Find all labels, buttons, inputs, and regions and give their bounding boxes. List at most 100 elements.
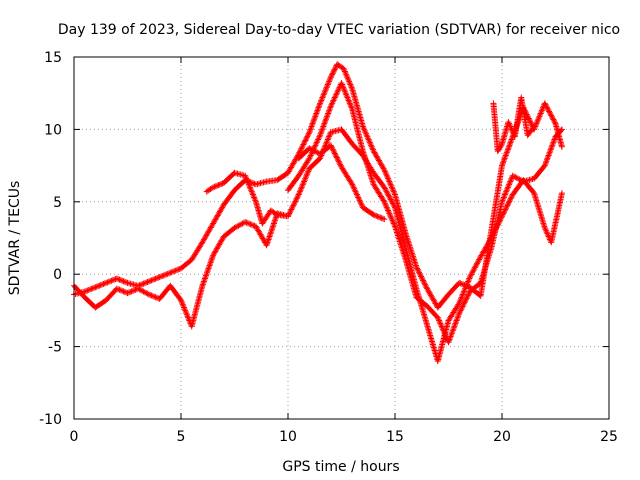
data-point [242,219,258,229]
data-point [552,127,565,140]
axes: 0 5 10 15 20 25 -10 -5 0 5 10 15 [39,50,618,445]
y-tick-label: -10 [39,412,62,428]
data-point [317,75,334,107]
data-point [402,230,419,269]
data-point [370,169,387,190]
y-tick-label: 15 [44,50,62,66]
chart-title: Day 139 of 2023, Sidereal Day-to-day VTE… [58,22,620,38]
data-points [71,61,565,365]
data-point [188,284,206,330]
data-point [524,124,537,139]
data-point [274,170,290,184]
data-point [424,303,440,320]
data-point [338,126,355,146]
data-point [445,301,462,324]
data-point [145,291,162,302]
data-point [499,192,516,220]
data-point [327,142,344,169]
y-tick-label: 10 [44,122,62,138]
y-tick-label: 0 [53,267,62,283]
data-point [370,181,387,204]
x-tick-label: 20 [493,429,511,445]
data-point [381,216,388,223]
data-point [220,170,237,186]
data-point [103,286,119,304]
data-point [558,143,565,150]
data-point [199,221,216,246]
data-point [488,200,505,252]
data-point [338,164,355,187]
data-point [124,286,140,297]
data-point [541,135,558,169]
data-point [167,282,184,303]
data-point [488,164,505,234]
data-point [210,203,227,227]
x-tick-label: 10 [279,429,297,445]
data-point [242,172,259,204]
data-point [445,281,462,298]
data-point [477,246,494,286]
data-point [402,256,419,299]
data-point [381,166,398,197]
data-point [370,211,386,222]
data-point [156,270,172,281]
data-point [306,101,323,136]
data-point [285,213,291,220]
data-point [220,225,237,240]
data-point [334,61,346,71]
data-point [370,148,387,172]
x-tick-label: 5 [177,429,186,445]
data-point [359,204,376,218]
data-point [349,85,366,128]
x-tick-label: 15 [386,429,404,445]
data-point [267,207,280,217]
data-point [413,263,430,291]
data-point [317,104,334,139]
y-axis-label: SDTVAR / TECUs [7,181,23,296]
data-point [338,80,355,111]
data-point [456,289,473,317]
data-point [210,234,227,259]
data-point [518,94,531,137]
data-point [381,184,398,210]
x-axis-label: GPS time / hours [282,459,399,475]
data-point [188,240,205,263]
data-point [477,236,494,260]
data-point [210,180,226,191]
data-point [466,255,483,281]
data-point [392,223,409,262]
data-point [306,156,323,172]
data-point [445,311,462,346]
data-point [548,211,561,246]
data-point [231,178,248,194]
data-point [531,163,547,182]
data-point [381,198,398,228]
data-point [359,123,376,153]
data-point [203,185,215,195]
data-point [113,275,130,286]
data-point [124,279,140,289]
data-point [156,283,173,302]
data-point [167,265,183,276]
data-point [81,284,98,295]
data-point [295,146,312,162]
plot-frame [73,56,610,420]
data-point [263,177,279,185]
data-point [413,294,429,309]
data-point [81,294,98,310]
grid-lines [74,57,609,419]
data-point [424,285,441,310]
data-point [199,253,216,289]
data-point [434,292,451,311]
data-point [349,140,365,158]
data-point [531,190,548,230]
data-point [349,181,366,210]
data-point [263,211,280,249]
data-point [295,130,312,158]
data-point [499,174,516,205]
data-point [558,190,565,197]
data-point [499,135,516,169]
data-point [285,173,301,194]
x-tick-label: 25 [600,429,618,445]
